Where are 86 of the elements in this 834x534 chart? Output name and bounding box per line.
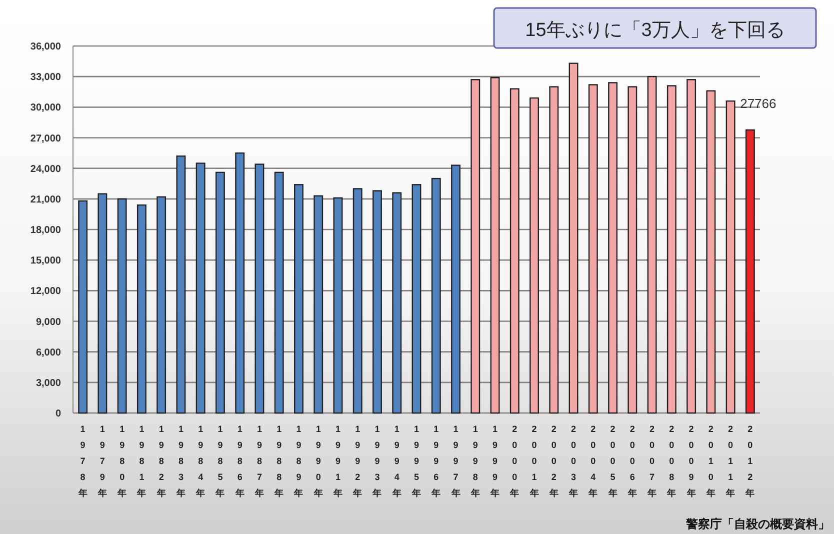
bar [392,192,402,414]
x-tick-label: 2010年 [705,424,716,498]
y-tick-label: 0 [55,408,62,420]
bar [451,164,460,414]
bar [314,195,324,414]
x-tick-label: 2008年 [666,424,676,498]
x-tick-label: 1980年 [116,424,127,498]
bar [235,152,245,414]
x-tick-label: 1995年 [411,424,421,498]
y-tick-label: 33,000 [30,72,62,84]
bar [254,164,264,414]
bar [608,82,618,414]
x-tick-label: 1999年 [490,424,500,498]
bar [628,86,638,414]
bar [196,162,206,414]
bar [745,129,755,414]
x-tick-label: 1984年 [195,424,206,498]
bar [352,188,362,414]
bar [666,85,676,414]
x-tick-label: 1987年 [254,424,264,498]
bar [588,84,598,414]
bar [510,88,520,414]
x-tick-label: 1985年 [214,424,225,498]
y-tick-label: 6,000 [36,347,62,358]
y-tick-label: 27,000 [30,133,62,144]
bar [117,198,127,414]
bar [431,178,441,414]
bar [136,204,146,414]
x-tick-label: 2000年 [509,424,520,498]
data-label: 27766 [740,96,776,111]
x-tick-label: 1983年 [175,424,186,498]
bar [294,184,304,414]
y-tick-label: 24,000 [30,164,62,175]
y-tick-label: 3,000 [36,378,62,389]
x-tick-label: 2001年 [528,424,539,498]
y-tick-label: 15,000 [30,256,62,267]
x-tick-label: 1989年 [293,424,304,498]
x-tick-label: 1992年 [352,424,362,498]
x-tick-label: 2012年 [744,424,755,498]
x-tick-label: 1986年 [234,424,244,498]
bar [333,197,343,414]
x-tick-label: 2011年 [725,424,736,498]
bar [98,193,108,414]
x-tick-label: 1998年 [470,424,480,498]
x-tick-label: 2004年 [588,424,598,498]
text: 15年ぶりに「3万人」を下回る [525,20,785,41]
x-tick-label: 1988年 [274,424,284,498]
bar [176,156,186,414]
y-tick-label: 36,000 [30,42,62,52]
x-tick-label: 2005年 [607,424,618,498]
bar [274,172,284,414]
bar [530,97,539,414]
bar [470,79,480,414]
bar [156,196,166,414]
x-tick-label: 1978年 [77,424,88,498]
x-tick-label: 1996年 [430,424,441,498]
x-tick-label: 1994年 [391,424,402,498]
text: 警察庁「自殺の概要資料」 [685,517,830,531]
y-tick-label: 9,000 [36,316,62,328]
bar [412,184,422,414]
bar [726,100,736,414]
y-tick-label: 30,000 [30,102,62,114]
bar [686,79,696,414]
bar [215,172,225,414]
x-tick-label: 1990年 [312,424,323,498]
bar [647,76,657,414]
bar [372,190,382,414]
x-tick-label: 2002年 [548,424,558,498]
x-tick-label: 2003年 [568,424,578,498]
x-tick-label: 2007年 [646,424,657,498]
bar [549,86,559,414]
bar [490,77,500,414]
y-tick-label: 18,000 [30,225,62,236]
x-tick-label: 2009年 [686,424,696,498]
x-tick-label: 1991年 [332,424,342,498]
x-tick-label: 2006年 [626,424,637,498]
y-tick-label: 21,000 [30,194,62,206]
x-tick-label: 1997年 [450,424,460,498]
bar [706,90,716,414]
x-tick-label: 1981年 [136,424,146,498]
x-tick-label: 1979年 [96,424,107,498]
bar [78,200,88,414]
bar [568,62,578,414]
y-tick-label: 12,000 [30,286,62,298]
x-tick-label: 1993年 [372,424,382,498]
x-tick-label: 1982年 [156,424,166,498]
